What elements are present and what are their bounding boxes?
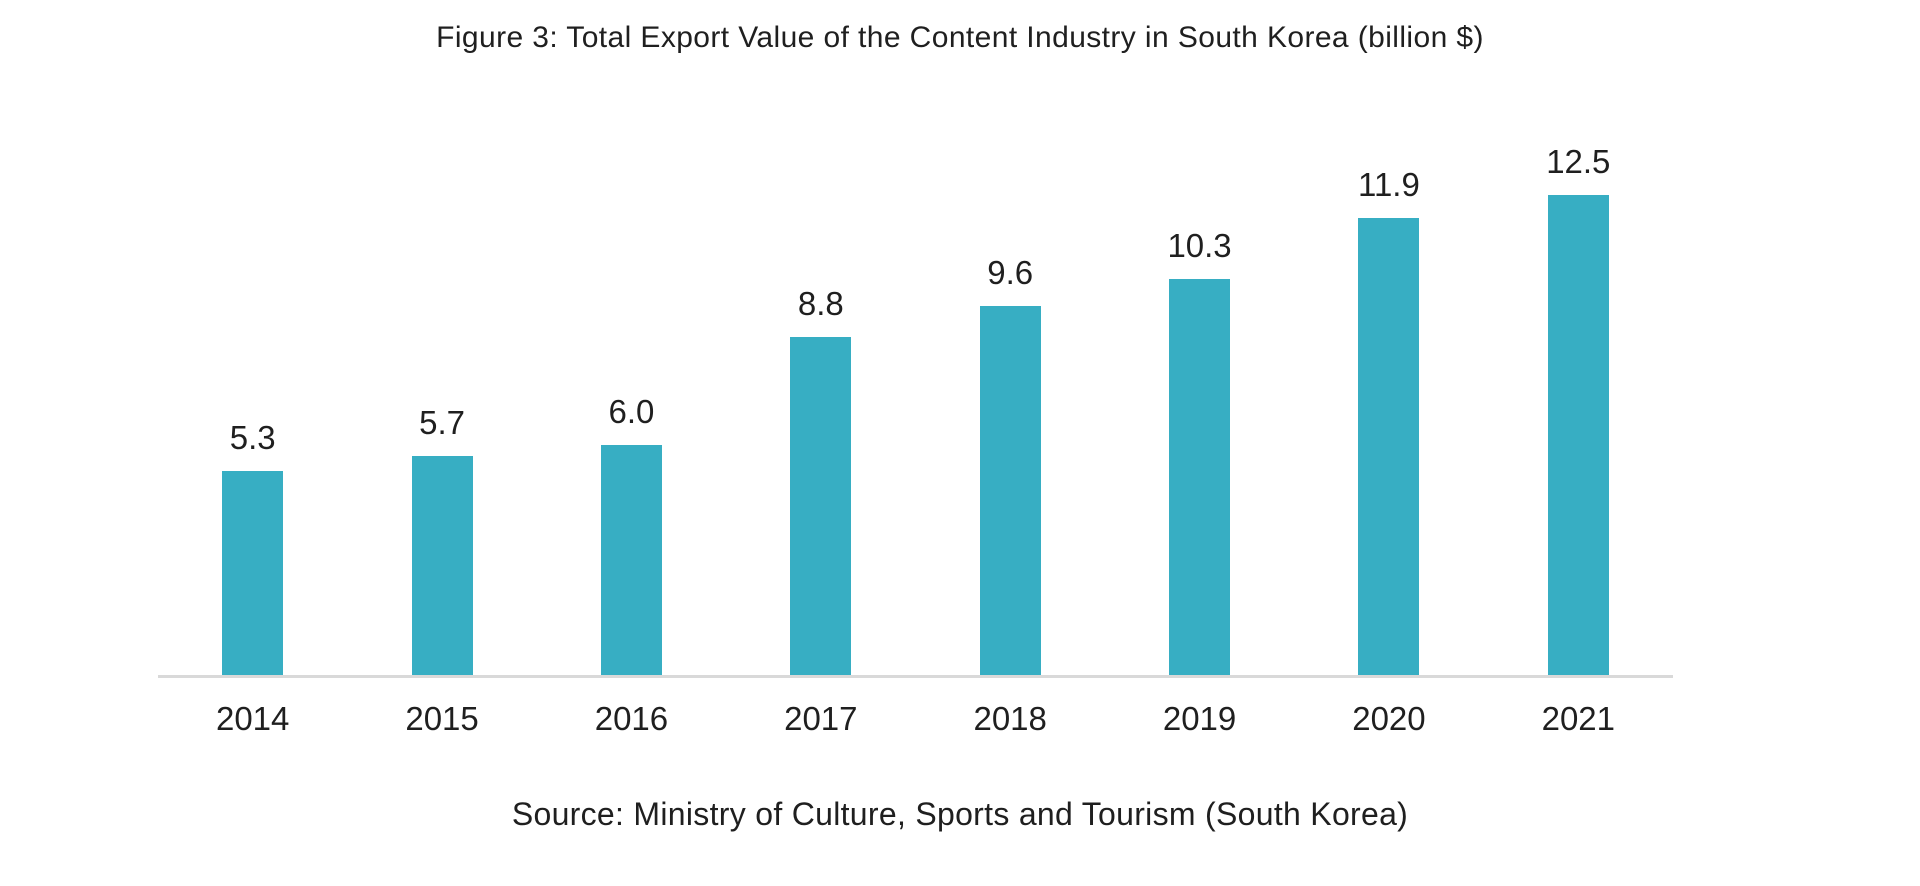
bar-value-label: 10.3	[1167, 227, 1232, 264]
bar	[222, 471, 284, 675]
bar-column: 12.5	[1484, 120, 1673, 675]
bar-column: 6.0	[537, 120, 726, 675]
x-axis-label: 2021	[1541, 700, 1616, 737]
source-caption: Source: Ministry of Culture, Sports and …	[511, 796, 1409, 832]
bar	[1358, 218, 1420, 675]
plot-area: 5.3 5.7 6.0 8.8 9.6 10.3 11.9 12.5	[158, 120, 1673, 678]
chart-title: Figure 3: Total Export Value of the Cont…	[436, 21, 1484, 54]
bar-column: 5.3	[158, 120, 347, 675]
bar-value-label: 5.7	[419, 404, 465, 441]
bar	[790, 337, 852, 675]
bar	[411, 456, 473, 675]
bar-value-label: 9.6	[987, 254, 1034, 291]
bar-column: 5.7	[347, 120, 536, 675]
bar	[979, 306, 1041, 675]
x-axis-labels: 2014 2015 2016 2017 2018 2019 2020 2021	[158, 702, 1673, 735]
bar-column: 9.6	[916, 120, 1105, 675]
x-axis-label: 2015	[405, 700, 479, 737]
bar	[600, 445, 662, 675]
x-axis-label: 2019	[1162, 700, 1237, 737]
x-axis-label: 2014	[215, 700, 290, 737]
bar	[1547, 195, 1609, 675]
bar-value-label: 12.5	[1546, 143, 1611, 180]
bar-value-label: 6.0	[608, 393, 655, 430]
bar-column: 11.9	[1294, 120, 1483, 675]
bar-value-label: 11.9	[1358, 166, 1420, 203]
bar-value-label: 8.8	[797, 285, 844, 322]
x-axis-label: 2020	[1352, 700, 1426, 737]
x-axis-label: 2018	[973, 700, 1047, 737]
bar-column: 10.3	[1105, 120, 1294, 675]
bar	[1169, 279, 1231, 675]
x-axis-label: 2016	[594, 700, 669, 737]
x-axis-label: 2017	[784, 700, 858, 737]
bar-value-label: 5.3	[229, 419, 276, 456]
bar-column: 8.8	[726, 120, 915, 675]
